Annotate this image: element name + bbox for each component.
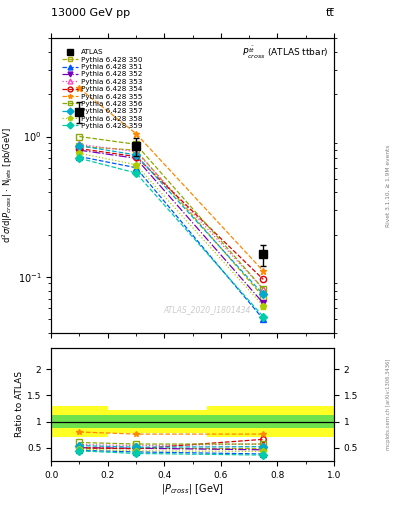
Pythia 6.428 350	[77, 143, 82, 150]
Line: Pythia 6.428 359: Pythia 6.428 359	[76, 155, 266, 320]
Pythia 6.428 353	[261, 286, 266, 292]
Pythia 6.428 358	[77, 150, 82, 156]
Line: Pythia 6.428 351: Pythia 6.428 351	[76, 154, 266, 323]
Line: Pythia 6.428 357: Pythia 6.428 357	[76, 143, 266, 297]
Line: Pythia 6.428 352: Pythia 6.428 352	[76, 147, 266, 306]
X-axis label: $|P_{cross}|$ [GeV]: $|P_{cross}|$ [GeV]	[161, 482, 224, 496]
Pythia 6.428 356	[134, 141, 138, 147]
Pythia 6.428 351	[261, 316, 266, 322]
Pythia 6.428 354	[134, 154, 138, 160]
Pythia 6.428 359	[134, 170, 138, 176]
Text: $P^{t\bar{t}}_{cross}$ (ATLAS ttbar): $P^{t\bar{t}}_{cross}$ (ATLAS ttbar)	[242, 45, 329, 60]
Line: Pythia 6.428 353: Pythia 6.428 353	[76, 141, 266, 292]
Pythia 6.428 355	[261, 268, 266, 274]
Y-axis label: Ratio to ATLAS: Ratio to ATLAS	[15, 372, 24, 437]
Pythia 6.428 353	[77, 141, 82, 147]
Line: Pythia 6.428 358: Pythia 6.428 358	[76, 150, 266, 309]
Text: Rivet 3.1.10, ≥ 1.9M events: Rivet 3.1.10, ≥ 1.9M events	[386, 144, 391, 227]
Text: ATLAS_2020_I1801434: ATLAS_2020_I1801434	[163, 305, 250, 314]
Pythia 6.428 351	[134, 165, 138, 171]
Pythia 6.428 352	[261, 300, 266, 306]
Pythia 6.428 359	[77, 155, 82, 161]
Pythia 6.428 354	[77, 145, 82, 152]
Text: 13000 GeV pp: 13000 GeV pp	[51, 8, 130, 18]
Text: mcplots.cern.ch [arXiv:1306.3436]: mcplots.cern.ch [arXiv:1306.3436]	[386, 359, 391, 450]
Pythia 6.428 352	[134, 155, 138, 161]
Pythia 6.428 356	[261, 286, 266, 292]
Y-axis label: d$^2\sigma$/d$|P_{cross}|$ $\cdot$ N$_{jets}$ [pb/GeV]: d$^2\sigma$/d$|P_{cross}|$ $\cdot$ N$_{j…	[0, 128, 15, 243]
Pythia 6.428 358	[134, 162, 138, 168]
Pythia 6.428 357	[261, 291, 266, 297]
Line: Pythia 6.428 356: Pythia 6.428 356	[76, 134, 266, 292]
Line: Pythia 6.428 355: Pythia 6.428 355	[76, 86, 266, 274]
Legend: ATLAS, Pythia 6.428 350, Pythia 6.428 351, Pythia 6.428 352, Pythia 6.428 353, P: ATLAS, Pythia 6.428 350, Pythia 6.428 35…	[61, 48, 143, 131]
Line: Pythia 6.428 354: Pythia 6.428 354	[76, 145, 266, 283]
Pythia 6.428 358	[261, 303, 266, 309]
Pythia 6.428 350	[134, 147, 138, 153]
Pythia 6.428 355	[77, 86, 82, 92]
Pythia 6.428 354	[261, 276, 266, 283]
Pythia 6.428 357	[134, 152, 138, 158]
Pythia 6.428 359	[261, 314, 266, 320]
Pythia 6.428 355	[134, 131, 138, 137]
Pythia 6.428 352	[77, 147, 82, 153]
Pythia 6.428 351	[77, 154, 82, 160]
Pythia 6.428 356	[77, 134, 82, 140]
Pythia 6.428 353	[134, 148, 138, 155]
Pythia 6.428 350	[261, 294, 266, 300]
Text: tt̅: tt̅	[325, 8, 334, 18]
Line: Pythia 6.428 350: Pythia 6.428 350	[76, 143, 266, 300]
Pythia 6.428 357	[77, 143, 82, 149]
